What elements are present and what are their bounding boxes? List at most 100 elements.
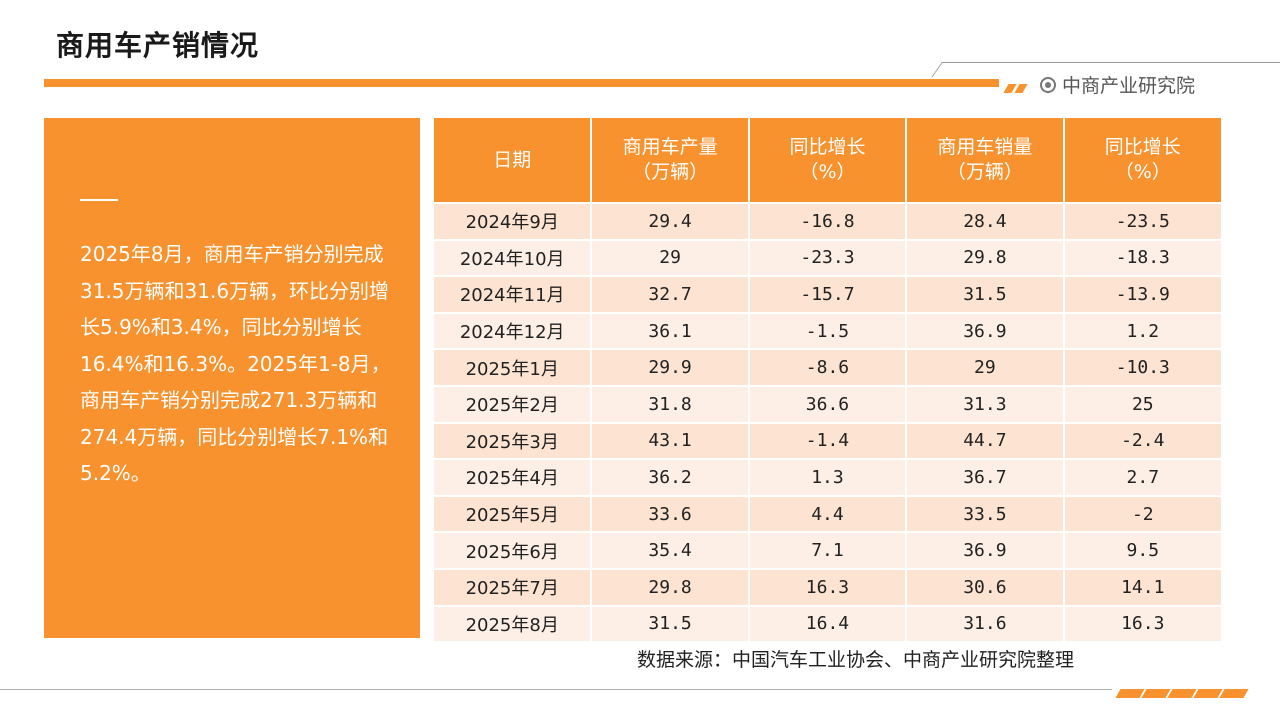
page-title: 商用车产销情况 [56,29,260,62]
cell-date: 2025年1月 [434,349,593,387]
target-icon [1040,76,1056,93]
cell-production-yoy: 1.3 [748,459,908,497]
cell-production-yoy: -16.8 [748,203,908,241]
column-header-label: 同比增长 [1104,136,1181,158]
cell-production-yoy: -1.5 [748,312,908,351]
cell-date: 2025年7月 [434,568,593,607]
table-row: 2025年5月 33.6 4.4 33.5 -2 [434,495,1221,534]
footer-divider [0,689,1112,690]
column-header-label: 商用车销量 [937,136,1033,158]
cell-production: 31.5 [591,605,750,644]
cell-production: 36.1 [591,312,750,351]
cell-date: 2025年5月 [434,495,593,534]
cell-sales-yoy: -23.5 [1063,203,1221,241]
cell-sales: 31.5 [906,276,1065,314]
cell-date: 2024年9月 [434,203,593,241]
cell-production: 32.7 [591,276,750,314]
table-row: 2025年3月 43.1 -1.4 44.7 -2.4 [434,422,1221,461]
table-row: 2024年10月 29 -23.3 29.8 -18.3 [434,239,1221,278]
cell-sales: 31.6 [906,605,1065,644]
column-header-unit: （%） [799,161,856,183]
cell-date: 2025年3月 [434,422,593,461]
brand-logo: 中商产业研究院 [1040,71,1195,98]
table-row: 2025年2月 31.8 36.6 31.3 25 [434,385,1221,424]
summary-panel: 2025年8月，商用车产销分别完成31.5万辆和31.6万辆，环比分别增长5.9… [44,118,420,638]
title-underline-bar [44,79,999,87]
cell-sales: 29.8 [906,239,1065,278]
column-header-sales-yoy: 同比增长 （%） [1063,118,1221,204]
table-row: 2025年1月 29.9 -8.6 29 -10.3 [434,349,1221,387]
cell-production: 43.1 [591,422,750,461]
summary-divider [80,199,118,201]
cell-production: 33.6 [591,495,750,534]
column-header-sales: 商用车销量 （万辆） [906,118,1065,204]
column-header-production: 商用车产量 （万辆） [591,118,750,204]
cell-production-yoy: 16.3 [748,568,908,607]
cell-sales-yoy: -18.3 [1063,239,1221,278]
column-header-label: 商用车产量 [622,136,718,158]
cell-sales: 36.9 [906,312,1065,351]
column-header-unit: （万辆） [632,161,709,183]
cell-date: 2025年6月 [434,532,593,570]
cell-production: 31.8 [591,385,750,424]
cell-production: 29.9 [591,349,750,387]
cell-production-yoy: 7.1 [748,532,908,570]
table-row: 2024年12月 36.1 -1.5 36.9 1.2 [434,312,1221,351]
cell-sales-yoy: 14.1 [1063,568,1221,607]
cell-date: 2025年4月 [434,459,593,497]
cell-sales: 36.9 [906,532,1065,570]
cell-sales-yoy: -2 [1063,495,1221,534]
table-row: 2025年8月 31.5 16.4 31.6 16.3 [434,605,1221,644]
cell-sales-yoy: 1.2 [1063,312,1221,351]
brand-name: 中商产业研究院 [1062,75,1196,97]
cell-sales-yoy: 9.5 [1063,532,1221,570]
cell-production-yoy: -1.4 [748,422,908,461]
column-header-unit: （万辆） [946,161,1023,183]
table-row: 2025年7月 29.8 16.3 30.6 14.1 [434,568,1221,607]
cell-production: 29.8 [591,568,750,607]
cell-sales-yoy: 2.7 [1063,459,1221,497]
cell-sales: 30.6 [906,568,1065,607]
cell-sales: 33.5 [906,495,1065,534]
cell-sales: 28.4 [906,203,1065,241]
cell-date: 2024年12月 [434,312,593,351]
cell-date: 2024年11月 [434,276,593,314]
cell-production: 36.2 [591,459,750,497]
column-header-production-yoy: 同比增长 （%） [748,118,908,204]
cell-sales-yoy: -13.9 [1063,276,1221,314]
footer-stripes-decoration [1115,683,1249,702]
cell-sales: 44.7 [906,422,1065,461]
cell-production-yoy: 4.4 [748,495,908,534]
cell-date: 2025年2月 [434,385,593,424]
column-header-date: 日期 [434,118,593,204]
table-row: 2025年6月 35.4 7.1 36.9 9.5 [434,532,1221,570]
cell-date: 2024年10月 [434,239,593,278]
cell-production-yoy: -15.7 [748,276,908,314]
cell-sales-yoy: -10.3 [1063,349,1221,387]
table-row: 2024年11月 32.7 -15.7 31.5 -13.9 [434,276,1221,314]
header-stripes-decoration [1003,78,1028,97]
cell-production-yoy: 36.6 [748,385,908,424]
column-header-unit: （%） [1114,161,1171,183]
table-header-row: 日期 商用车产量 （万辆） 同比增长 （%） 商用车销量 （万辆） 同比增长 （… [434,118,1221,204]
cell-sales: 29 [906,349,1065,387]
cell-sales: 31.3 [906,385,1065,424]
data-source-note: 数据来源：中国汽车工业协会、中商产业研究院整理 [637,649,1075,671]
cell-production-yoy: 16.4 [748,605,908,644]
cell-production-yoy: -8.6 [748,349,908,387]
cell-sales-yoy: 25 [1063,385,1221,424]
cell-sales: 36.7 [906,459,1065,497]
cell-production: 35.4 [591,532,750,570]
table-row: 2024年9月 29.4 -16.8 28.4 -23.5 [434,203,1221,241]
table-row: 2025年4月 36.2 1.3 36.7 2.7 [434,459,1221,497]
column-header-label: 同比增长 [789,136,866,158]
cell-date: 2025年8月 [434,605,593,644]
cell-sales-yoy: 16.3 [1063,605,1221,644]
data-table: 日期 商用车产量 （万辆） 同比增长 （%） 商用车销量 （万辆） 同比增长 （… [434,118,1221,644]
summary-text: 2025年8月，商用车产销分别完成31.5万辆和31.6万辆，环比分别增长5.9… [80,242,391,485]
cell-production-yoy: -23.3 [748,239,908,278]
cell-production: 29.4 [591,203,750,241]
cell-sales-yoy: -2.4 [1063,422,1221,461]
cell-production: 29 [591,239,750,278]
column-header-label: 日期 [493,148,532,171]
